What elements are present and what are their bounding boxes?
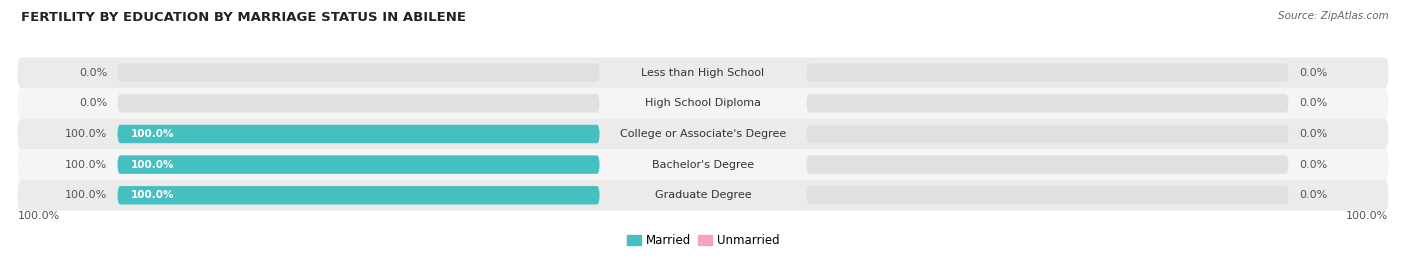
- FancyBboxPatch shape: [17, 180, 1389, 211]
- Text: 0.0%: 0.0%: [1299, 98, 1327, 108]
- Text: 100.0%: 100.0%: [131, 190, 174, 200]
- Text: 0.0%: 0.0%: [1299, 129, 1327, 139]
- Text: FERTILITY BY EDUCATION BY MARRIAGE STATUS IN ABILENE: FERTILITY BY EDUCATION BY MARRIAGE STATU…: [21, 11, 467, 24]
- FancyBboxPatch shape: [807, 186, 1289, 204]
- Text: 0.0%: 0.0%: [1299, 68, 1327, 78]
- Text: Graduate Degree: Graduate Degree: [655, 190, 751, 200]
- Text: Less than High School: Less than High School: [641, 68, 765, 78]
- FancyBboxPatch shape: [117, 94, 599, 113]
- FancyBboxPatch shape: [807, 94, 1289, 113]
- FancyBboxPatch shape: [117, 125, 599, 143]
- Text: 100.0%: 100.0%: [131, 129, 174, 139]
- FancyBboxPatch shape: [117, 155, 599, 174]
- FancyBboxPatch shape: [17, 119, 1389, 149]
- Text: 100.0%: 100.0%: [131, 160, 174, 170]
- FancyBboxPatch shape: [117, 125, 599, 143]
- Text: 100.0%: 100.0%: [17, 211, 59, 221]
- Legend: Married, Unmarried: Married, Unmarried: [621, 229, 785, 252]
- FancyBboxPatch shape: [807, 125, 1289, 143]
- FancyBboxPatch shape: [117, 186, 599, 204]
- FancyBboxPatch shape: [17, 149, 1389, 180]
- Text: Source: ZipAtlas.com: Source: ZipAtlas.com: [1278, 11, 1389, 21]
- Text: Bachelor's Degree: Bachelor's Degree: [652, 160, 754, 170]
- FancyBboxPatch shape: [117, 155, 599, 174]
- Text: 100.0%: 100.0%: [65, 160, 107, 170]
- Text: 0.0%: 0.0%: [79, 98, 107, 108]
- FancyBboxPatch shape: [117, 186, 599, 204]
- FancyBboxPatch shape: [807, 64, 1289, 82]
- FancyBboxPatch shape: [807, 155, 1289, 174]
- FancyBboxPatch shape: [117, 64, 599, 82]
- Text: College or Associate's Degree: College or Associate's Degree: [620, 129, 786, 139]
- FancyBboxPatch shape: [17, 57, 1389, 88]
- Text: 100.0%: 100.0%: [1347, 211, 1389, 221]
- Text: 100.0%: 100.0%: [65, 190, 107, 200]
- FancyBboxPatch shape: [17, 88, 1389, 119]
- Text: 0.0%: 0.0%: [1299, 160, 1327, 170]
- Text: 0.0%: 0.0%: [79, 68, 107, 78]
- Text: High School Diploma: High School Diploma: [645, 98, 761, 108]
- Text: 0.0%: 0.0%: [1299, 190, 1327, 200]
- Text: 100.0%: 100.0%: [65, 129, 107, 139]
